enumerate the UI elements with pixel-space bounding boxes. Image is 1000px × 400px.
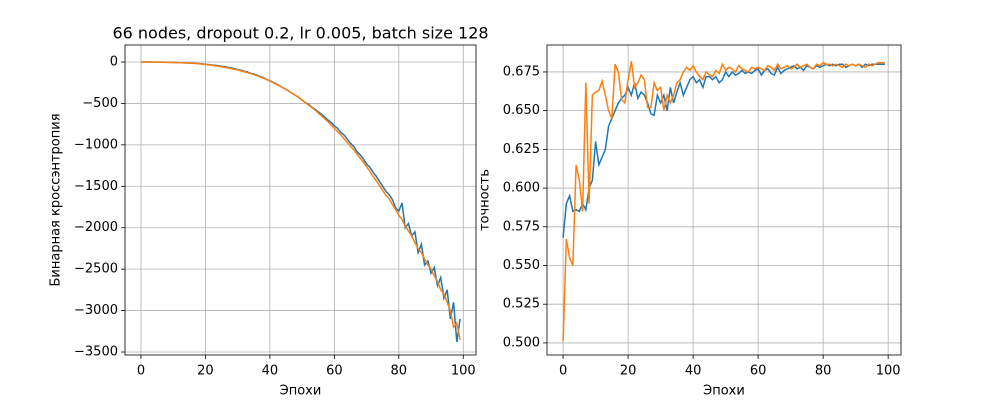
y-tick-label: 0.600 [503, 181, 540, 196]
y-tick-label: −1500 [74, 179, 118, 194]
series-line [562, 63, 885, 238]
y-tick-label: −3500 [74, 345, 118, 360]
x-tick-label: 100 [451, 364, 476, 379]
x-tick-label: 60 [326, 364, 343, 379]
x-tick-label: 100 [876, 364, 901, 379]
axes-frame [124, 44, 477, 356]
y-axis-label: точность [478, 169, 493, 231]
series-line [140, 61, 461, 343]
y-tick-label: 0.525 [503, 297, 540, 312]
y-tick-label: −3000 [74, 303, 118, 318]
y-tick-label: 0.650 [503, 103, 540, 118]
y-tick-label: −500 [82, 96, 118, 111]
series-line [562, 60, 885, 342]
y-tick-label: 0.575 [503, 219, 540, 234]
x-axis-label: Эпохи [280, 384, 322, 399]
y-tick-label: −1000 [74, 137, 118, 152]
x-tick-label: 60 [750, 364, 767, 379]
y-tick-label: 0.625 [503, 142, 540, 157]
y-tick-label: −2000 [74, 220, 118, 235]
x-tick-label: 20 [197, 364, 214, 379]
y-tick-label: 0.675 [503, 64, 540, 79]
series-line [140, 61, 461, 340]
chart-title: 66 nodes, dropout 0.2, lr 0.005, batch s… [112, 24, 488, 43]
x-tick-label: 20 [620, 364, 637, 379]
x-tick-label: 80 [815, 364, 832, 379]
y-tick-label: 0 [110, 54, 118, 69]
y-axis-label: Бинарная кроссэнтропия [49, 113, 64, 286]
axes-frame [546, 44, 902, 356]
y-tick-label: 0.550 [503, 258, 540, 273]
x-tick-label: 40 [262, 364, 279, 379]
x-axis-label: Эпохи [703, 384, 745, 399]
y-tick-label: 0.500 [503, 335, 540, 350]
x-tick-label: 0 [559, 364, 567, 379]
x-tick-label: 80 [391, 364, 408, 379]
x-tick-label: 40 [685, 364, 702, 379]
y-tick-label: −2500 [74, 262, 118, 277]
x-tick-label: 0 [137, 364, 145, 379]
